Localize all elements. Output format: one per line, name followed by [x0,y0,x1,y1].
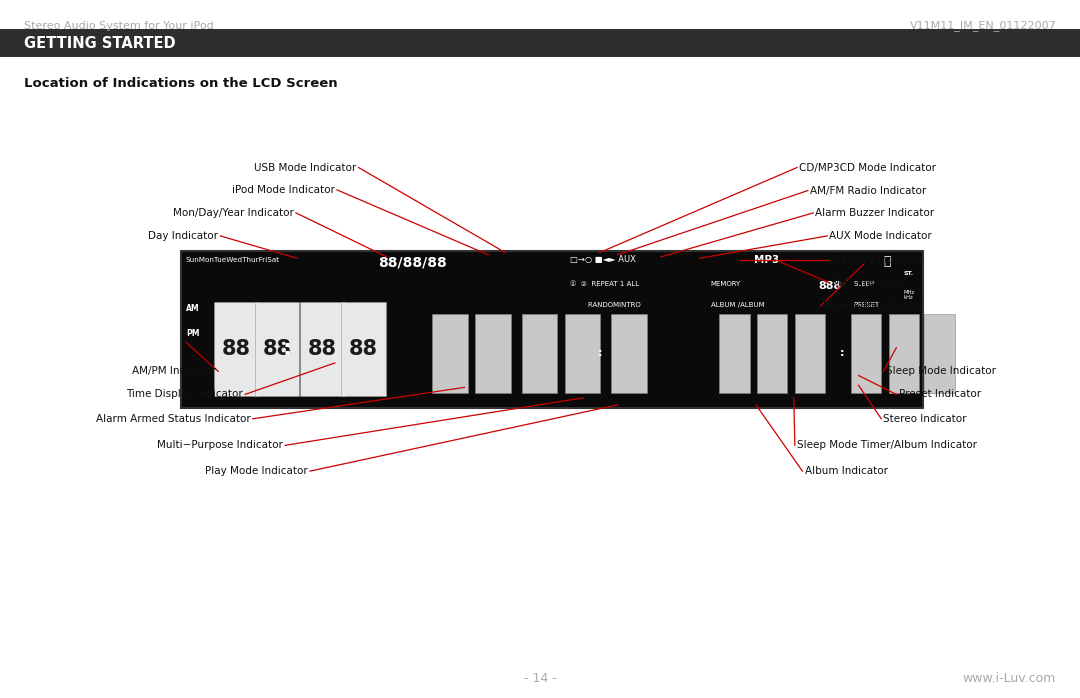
Text: 88/88/88: 88/88/88 [378,255,447,269]
Text: 88: 88 [221,339,251,359]
Text: PRESET: PRESET [853,302,879,308]
Text: 888: 888 [819,281,842,290]
Text: Sleep Mode Indicator: Sleep Mode Indicator [886,366,996,376]
Bar [565,314,600,392]
Text: AM/PM Indicator: AM/PM Indicator [132,366,216,376]
Text: Location of Indications on the LCD Screen: Location of Indications on the LCD Scree… [24,77,337,90]
Text: MEMORY: MEMORY [711,281,741,287]
Text: Mon/Day/Year Indicator: Mon/Day/Year Indicator [173,208,294,218]
Text: Time Display Indicator: Time Display Indicator [126,389,243,399]
Text: www.i-Luv.com: www.i-Luv.com [963,672,1056,685]
Text: Memory Indicator: Memory Indicator [832,255,923,265]
Text: Preset Indicator: Preset Indicator [899,389,981,399]
Text: PM: PM [186,329,200,338]
Text: ST.: ST. [904,271,914,276]
Bar [341,302,386,396]
Bar [795,314,825,392]
Text: CD/MP3CD Mode Indicator: CD/MP3CD Mode Indicator [799,163,936,172]
Bar [300,302,345,396]
Bar [475,314,511,392]
Bar [719,314,750,392]
Text: - 14 -: - 14 - [524,672,556,685]
Text: 88: 88 [349,339,378,359]
Bar [924,314,955,392]
Text: SLEEP: SLEEP [853,281,875,287]
Text: ⦿: ⦿ [883,255,891,268]
Text: MHz
kHz: MHz kHz [904,290,915,300]
Text: 88: 88 [262,339,292,359]
Text: ALBUM /ALBUM: ALBUM /ALBUM [711,302,765,308]
Text: :: : [283,339,292,359]
Text: MP3 Indicator: MP3 Indicator [832,278,903,288]
Bar [757,314,787,392]
Text: USB Mode Indicator: USB Mode Indicator [254,163,356,172]
Text: ①  ②  REPEAT 1 ALL: ① ② REPEAT 1 ALL [570,281,639,287]
Text: Sleep Mode Timer/Album Indicator: Sleep Mode Timer/Album Indicator [797,440,977,450]
Text: Album Indicator: Album Indicator [805,466,888,476]
Text: SunMonTueWedThurFriSat: SunMonTueWedThurFriSat [186,257,280,263]
Text: Multi−Purpose Indicator: Multi−Purpose Indicator [157,440,283,450]
Text: GETTING STARTED: GETTING STARTED [24,36,175,51]
Text: AM/FM Radio Indicator: AM/FM Radio Indicator [810,186,927,195]
Text: Alarm Armed Status Indicator: Alarm Armed Status Indicator [96,414,251,424]
Bar [851,314,881,392]
Text: Day Indicator: Day Indicator [148,231,218,241]
Text: □→○ ■◄► AUX: □→○ ■◄► AUX [570,255,636,264]
Text: Bluetooth Indicator: Bluetooth Indicator [823,301,923,311]
Text: Play Mode Indicator: Play Mode Indicator [205,466,308,476]
Text: :: : [598,348,603,358]
Text: :: : [840,348,845,358]
Text: iPod Mode Indicator: iPod Mode Indicator [232,185,335,195]
Bar [432,314,468,392]
Bar [522,314,557,392]
Bar [214,302,258,396]
Bar [181,251,923,408]
Text: V11M11_IM_EN_01122007: V11M11_IM_EN_01122007 [909,20,1056,31]
Text: MP3: MP3 [754,255,779,265]
Bar [255,302,299,396]
Text: Stereo Audio System for Your iPod: Stereo Audio System for Your iPod [24,21,214,31]
Bar [889,314,919,392]
Text: Stereo Indicator: Stereo Indicator [883,414,967,424]
Bar [0,29,1080,57]
Text: RANDOMINTRO: RANDOMINTRO [570,302,642,308]
Text: Alarm Buzzer Indicator: Alarm Buzzer Indicator [815,208,934,218]
Text: AUX Mode Indicator: AUX Mode Indicator [829,231,932,241]
Text: 88: 88 [308,339,337,359]
Bar [611,314,647,392]
Text: AM: AM [186,304,200,313]
